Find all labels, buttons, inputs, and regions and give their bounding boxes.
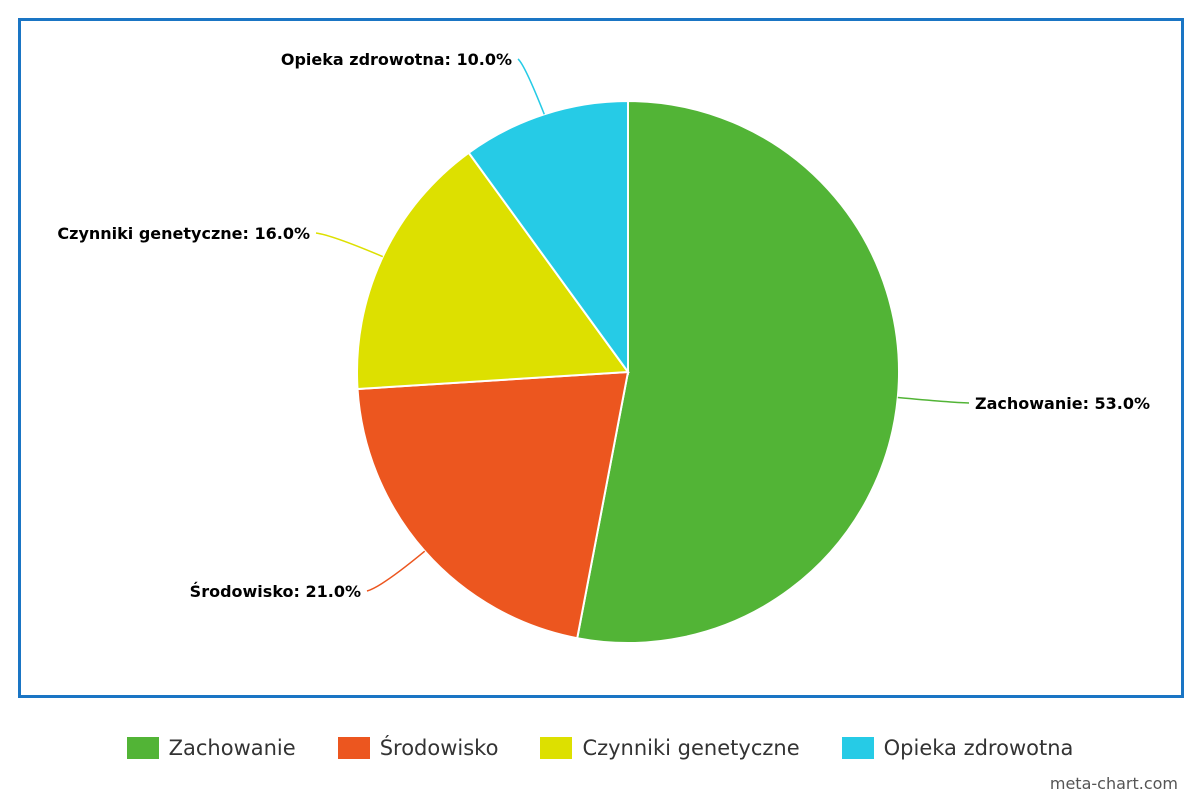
legend-label-1: Zachowanie	[168, 736, 296, 760]
slice-label-2: Środowisko: 21.0%	[190, 582, 361, 601]
legend-label-2: Środowisko	[379, 736, 499, 760]
watermark: meta-chart.com	[1049, 774, 1178, 793]
legend-item-1[interactable]: Zachowanie	[126, 736, 296, 760]
legend-item-3[interactable]: Czynniki genetyczne	[540, 736, 800, 760]
legend-swatch-3	[540, 737, 573, 759]
slice-label-1: Zachowanie: 53.0%	[975, 394, 1150, 413]
legend-swatch-1	[126, 737, 159, 759]
leader-line-2	[366, 550, 426, 592]
legend-swatch-4	[841, 737, 874, 759]
pie-slice-1	[576, 99, 900, 644]
leader-line-3	[315, 232, 384, 258]
leader-line-1	[897, 396, 970, 404]
slice-label-3: Czynniki genetyczne: 16.0%	[57, 224, 310, 243]
chart-frame: Zachowanie: 53.0% Środowisko: 21.0% Czynni…	[18, 18, 1184, 698]
pie-slice-4	[467, 99, 629, 376]
pie-slice-2	[356, 370, 630, 640]
legend-swatch-2	[337, 737, 370, 759]
legend: Zachowanie Środowisko Czynniki genetyczne O…	[0, 728, 1200, 768]
legend-label-4: Opieka zdrowotna	[883, 736, 1074, 760]
legend-label-3: Czynniki genetyczne	[582, 736, 800, 760]
slice-label-4: Opieka zdrowotna: 10.0%	[281, 50, 512, 69]
legend-item-2[interactable]: Środowisko	[337, 736, 499, 760]
legend-item-4[interactable]: Opieka zdrowotna	[841, 736, 1074, 760]
leader-line-4	[517, 58, 545, 115]
pie-chart: Zachowanie: 53.0% Środowisko: 21.0% Czynni…	[57, 50, 1150, 644]
